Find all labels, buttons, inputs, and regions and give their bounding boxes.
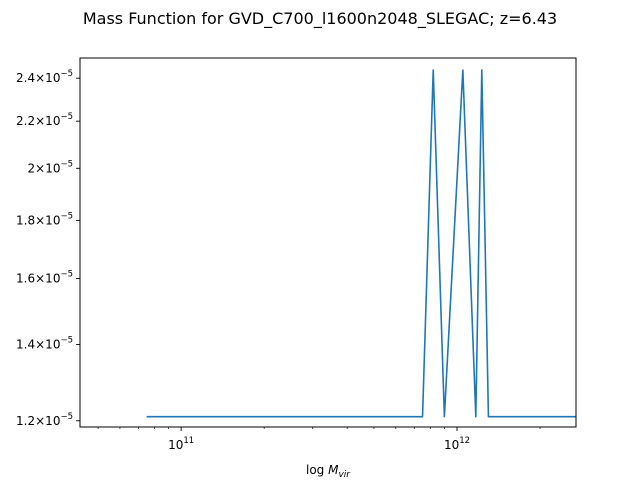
x-axis-label-m: M [328,463,339,477]
series-group [146,69,576,418]
y-tick-exp: −5 [60,412,73,422]
y-tick-exp: −5 [60,336,73,346]
y-tick-mantissa: 1.6×10 [16,272,60,286]
y-tick-exp: −5 [60,112,73,122]
x-tick-base: 10 [168,438,183,452]
x-tick-label: 1011 [168,436,194,452]
y-tick-label: 2.2×10−5 [16,112,73,128]
plot-frame [79,57,577,428]
series-line [146,69,576,418]
x-tick-exp: 11 [183,436,194,446]
y-tick-mantissa: 1.4×10 [16,338,60,352]
chart-title: Mass Function for GVD_C700_l1600n2048_SL… [83,9,557,29]
x-axis-label: log Mvir [306,463,351,480]
y-tick-label: 1.8×10−5 [16,211,73,227]
y-tick-exp: −5 [60,159,73,169]
x-tick-label: 1012 [444,436,470,452]
x-tick-base: 10 [444,438,459,452]
y-tick-mantissa: 1.2×10 [16,414,60,428]
y-tick-label: 2×10−5 [28,159,74,175]
y-tick-mantissa: 2.2×10 [16,114,60,128]
y-tick-label: 1.6×10−5 [16,270,73,286]
y-tick-mantissa: 1.8×10 [16,213,60,227]
y-tick-exp: −5 [60,270,73,280]
y-tick-mantissa: 2×10 [28,161,61,175]
x-axis-label-sub: vir [338,470,351,480]
y-tick-exp: −5 [60,211,73,221]
y-tick-label: 1.2×10−5 [16,412,73,428]
x-axis-label-log: log [306,463,328,477]
y-tick-exp: −5 [60,69,73,79]
y-tick-mantissa: 2.4×10 [16,71,60,85]
y-tick-label: 1.4×10−5 [16,336,73,352]
y-tick-label: 2.4×10−5 [16,69,73,85]
axis-ticks: 1011 10121.2×10−51.4×10−51.6×10−51.8×10−5… [16,69,541,452]
x-tick-exp: 12 [459,436,470,446]
